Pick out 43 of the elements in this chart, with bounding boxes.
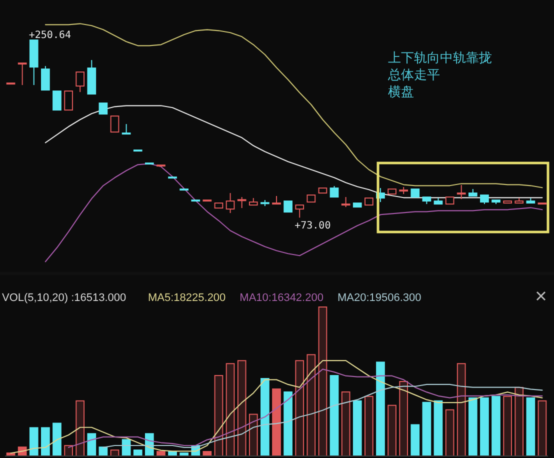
- bar: [318, 306, 328, 456]
- bar: [468, 397, 478, 456]
- text: MA5:18225.200: [148, 292, 226, 304]
- bar: [237, 360, 246, 456]
- bar: [341, 391, 350, 456]
- bar: [503, 396, 512, 456]
- annotation: 总体走平: [387, 67, 440, 82]
- bar: [330, 375, 339, 456]
- bar: [295, 360, 304, 456]
- bar: [52, 422, 62, 456]
- chart-title: VOL(5,10,20) :16513.000: [2, 292, 126, 304]
- bar: [492, 396, 500, 456]
- bar: [422, 402, 432, 456]
- bar: [272, 388, 281, 456]
- bar: [41, 427, 50, 456]
- bar: [388, 404, 396, 456]
- bar: [538, 400, 547, 456]
- text: MA10:16342.200: [240, 292, 324, 304]
- bar: [226, 363, 235, 456]
- bar: [410, 424, 420, 456]
- annotation: 上下轨向中轨靠拢: [388, 50, 492, 65]
- bar: [376, 362, 385, 456]
- bar: [260, 378, 270, 456]
- bar: [214, 375, 224, 456]
- bar: [526, 397, 536, 456]
- bar: [445, 409, 454, 456]
- bar: [248, 414, 258, 456]
- bar: [456, 363, 466, 456]
- bar: [399, 381, 408, 456]
- bar: [352, 400, 362, 456]
- bar: [29, 427, 38, 456]
- annotation: +250.64: [28, 30, 72, 41]
- bar: [306, 354, 316, 456]
- text: +73.00: [294, 220, 331, 232]
- bar: [364, 396, 374, 456]
- bar: [480, 397, 489, 456]
- bar: [514, 386, 524, 456]
- bar: [76, 400, 85, 456]
- bar: [87, 433, 96, 456]
- bar: [434, 400, 443, 456]
- text: MA20:19506.300: [337, 292, 422, 304]
- annotation: 横盘: [388, 84, 414, 99]
- bar: [284, 391, 292, 456]
